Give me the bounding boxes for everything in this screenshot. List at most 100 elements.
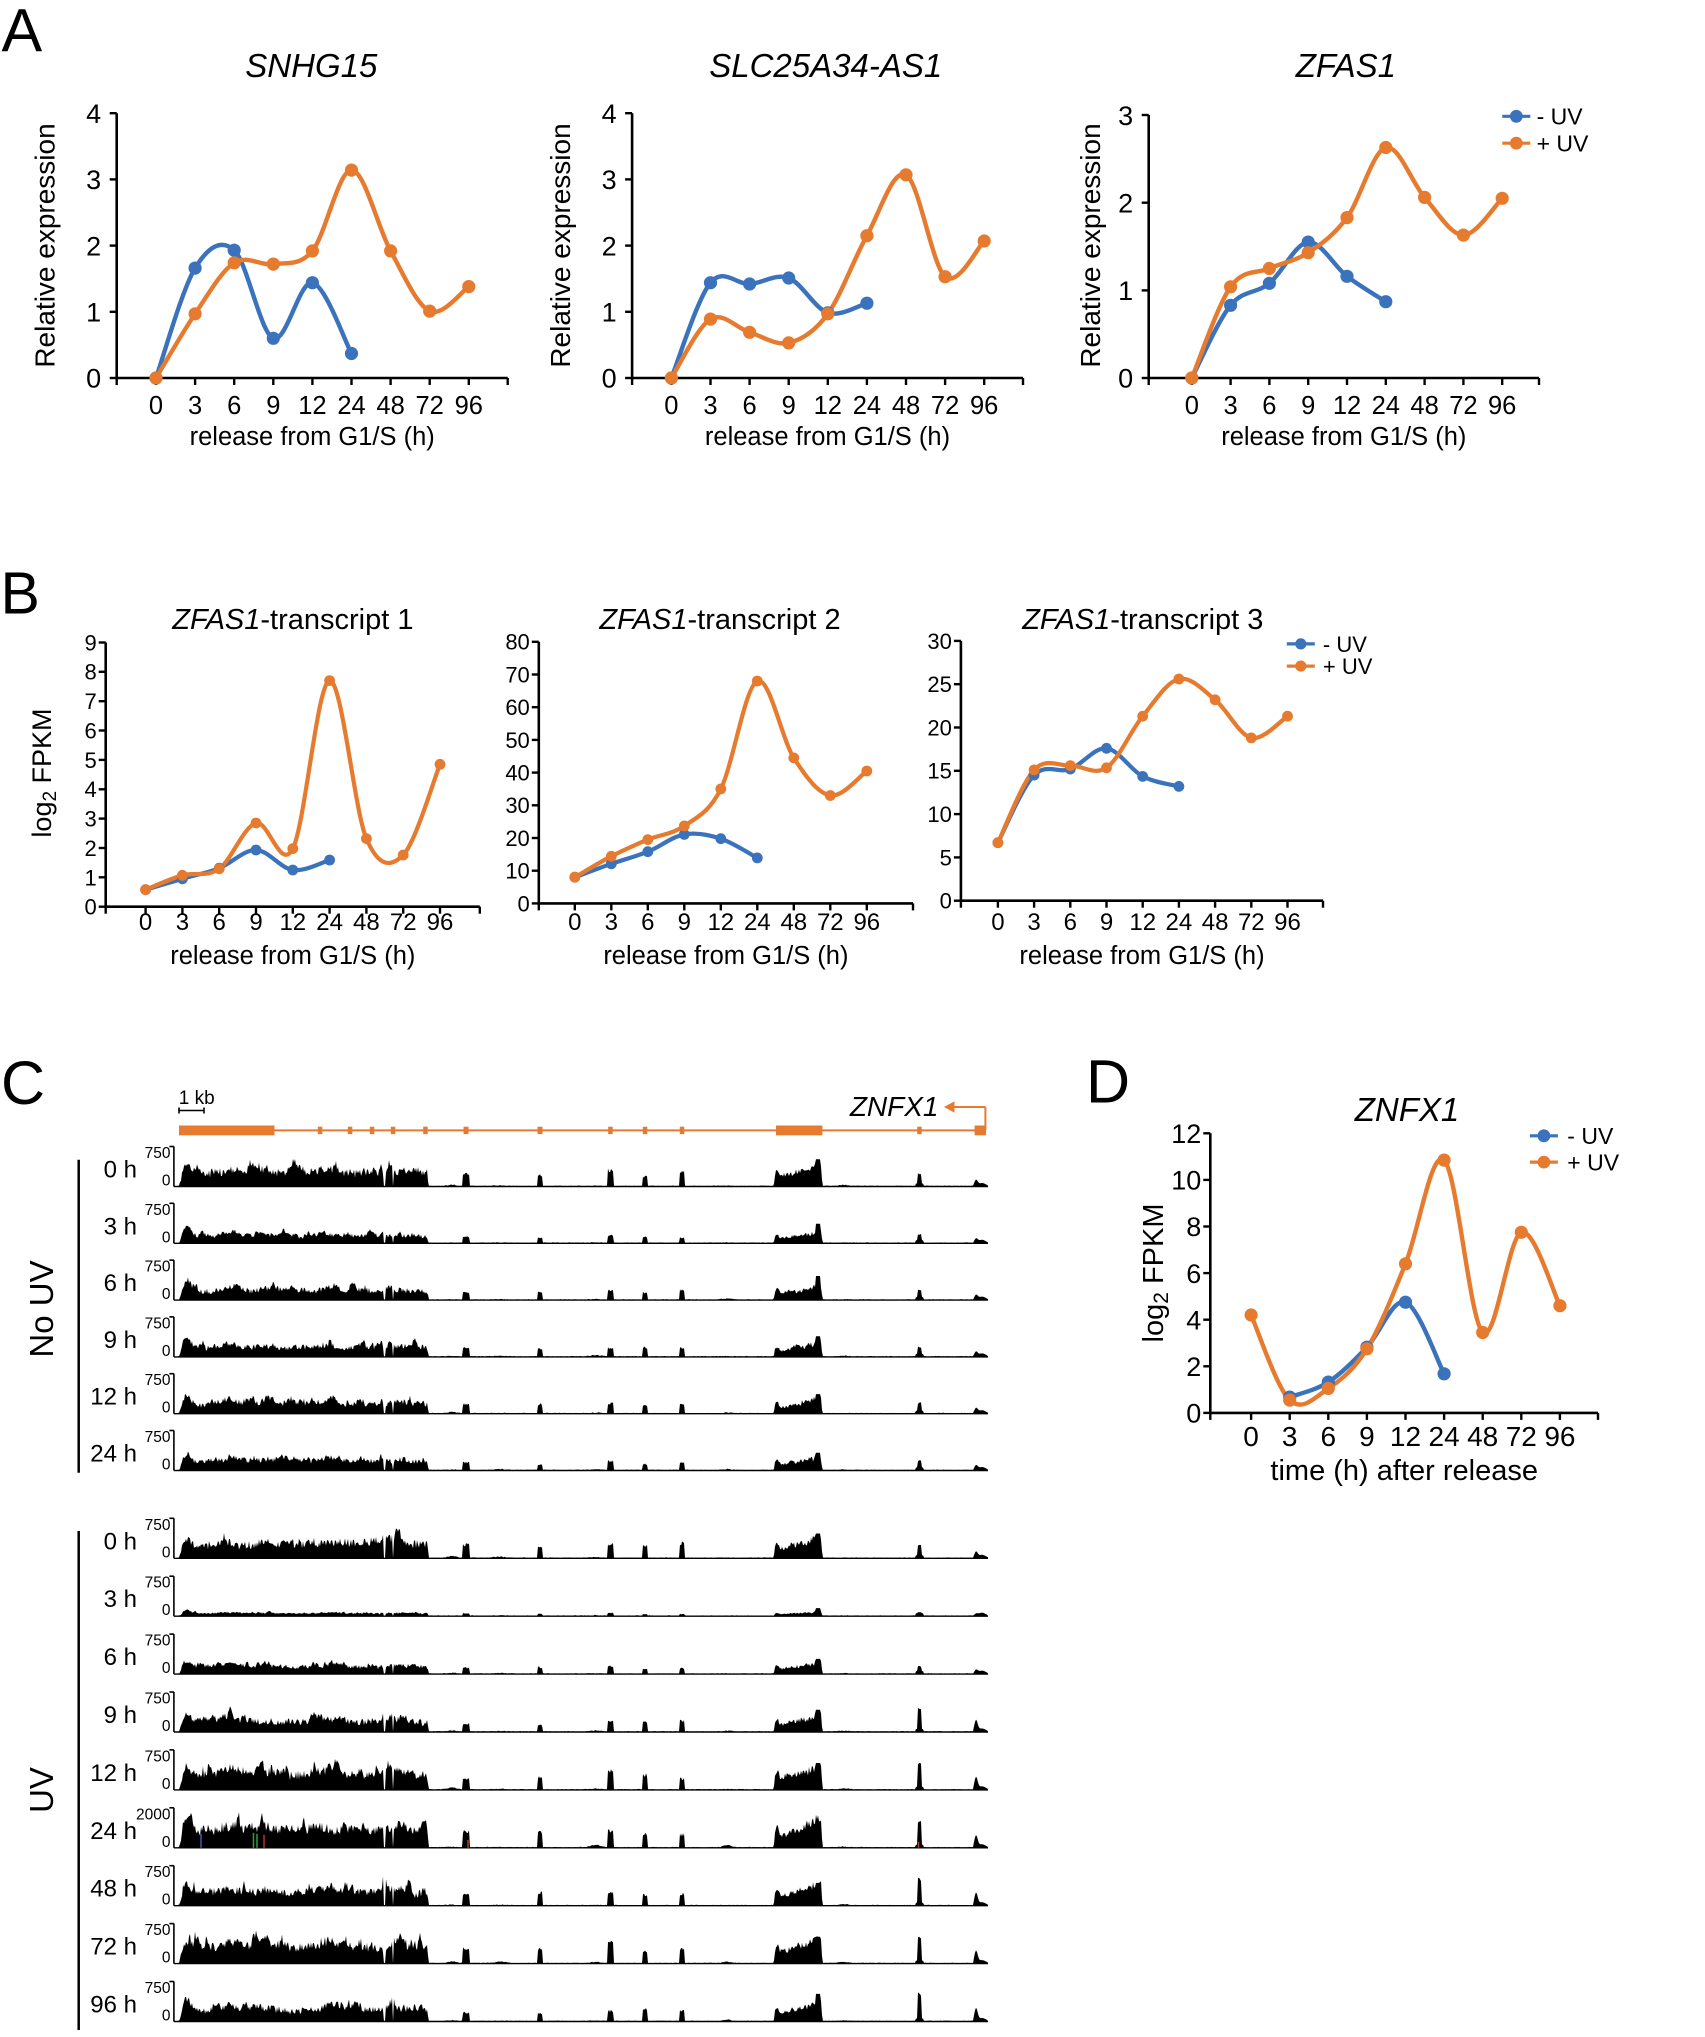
svg-text:750: 750 — [145, 1748, 171, 1765]
svg-text:6: 6 — [1186, 1259, 1201, 1289]
svg-text:12 h: 12 h — [90, 1384, 137, 1411]
svg-text:0: 0 — [940, 889, 952, 914]
svg-text:750: 750 — [145, 1517, 171, 1534]
svg-text:0: 0 — [162, 1602, 171, 1619]
svg-text:0 h: 0 h — [104, 1157, 137, 1184]
svg-text:24: 24 — [316, 909, 343, 936]
svg-text:750: 750 — [145, 1145, 171, 1162]
svg-text:4: 4 — [84, 777, 96, 802]
svg-text:4: 4 — [86, 99, 101, 129]
svg-text:3: 3 — [1282, 1421, 1298, 1452]
svg-text:40: 40 — [505, 761, 529, 786]
svg-text:96: 96 — [427, 909, 454, 936]
svg-text:3: 3 — [176, 909, 189, 936]
svg-text:96: 96 — [1274, 909, 1301, 936]
svg-text:0: 0 — [162, 1660, 171, 1677]
svg-text:D: D — [1086, 1047, 1130, 1115]
svg-text:0: 0 — [162, 1892, 171, 1909]
svg-text:3: 3 — [1027, 909, 1040, 936]
svg-text:24: 24 — [853, 392, 881, 420]
svg-text:48: 48 — [780, 909, 807, 936]
svg-text:12: 12 — [1333, 392, 1361, 420]
svg-text:24: 24 — [337, 392, 365, 420]
svg-text:750: 750 — [145, 1633, 171, 1650]
svg-text:12: 12 — [1129, 909, 1156, 936]
svg-text:9: 9 — [678, 909, 691, 936]
svg-text:9: 9 — [1359, 1421, 1375, 1452]
svg-text:+ UV: + UV — [1537, 131, 1589, 157]
svg-text:750: 750 — [145, 1315, 171, 1332]
svg-text:3: 3 — [1118, 101, 1133, 131]
svg-text:96: 96 — [1544, 1421, 1575, 1452]
svg-text:+ UV: + UV — [1567, 1149, 1619, 1175]
svg-text:0: 0 — [602, 364, 617, 394]
svg-text:0: 0 — [162, 1286, 171, 1303]
svg-text:24: 24 — [1372, 392, 1400, 420]
svg-text:80: 80 — [505, 630, 529, 655]
svg-text:release from G1/S (h): release from G1/S (h) — [603, 942, 848, 970]
svg-text:9: 9 — [84, 630, 96, 655]
svg-text:30: 30 — [505, 793, 529, 818]
svg-text:750: 750 — [145, 1202, 171, 1219]
svg-text:10: 10 — [927, 802, 951, 827]
svg-text:2: 2 — [84, 836, 96, 861]
svg-text:96: 96 — [970, 392, 998, 420]
svg-text:9: 9 — [1301, 392, 1315, 420]
svg-text:48 h: 48 h — [90, 1876, 137, 1903]
svg-text:15: 15 — [927, 759, 951, 784]
svg-text:0: 0 — [162, 1776, 171, 1793]
svg-text:6 h: 6 h — [104, 1644, 137, 1671]
svg-text:60: 60 — [505, 695, 529, 720]
svg-text:10: 10 — [505, 859, 529, 884]
svg-text:Relative expression: Relative expression — [1075, 123, 1106, 367]
svg-text:750: 750 — [145, 1864, 171, 1881]
svg-text:12: 12 — [1390, 1421, 1421, 1452]
svg-text:0: 0 — [162, 1229, 171, 1246]
svg-text:48: 48 — [1202, 909, 1229, 936]
svg-text:release from G1/S (h): release from G1/S (h) — [1221, 423, 1466, 451]
svg-text:0: 0 — [664, 392, 678, 420]
svg-text:3: 3 — [1224, 392, 1238, 420]
svg-text:0: 0 — [162, 1173, 171, 1190]
svg-text:9: 9 — [249, 909, 262, 936]
svg-text:- UV: - UV — [1323, 632, 1367, 657]
svg-text:0: 0 — [162, 1950, 171, 1967]
svg-text:A: A — [2, 0, 43, 65]
svg-text:Relative expression: Relative expression — [545, 123, 576, 367]
svg-text:No UV: No UV — [23, 1260, 60, 1357]
svg-text:3: 3 — [86, 165, 101, 195]
svg-text:9 h: 9 h — [104, 1702, 137, 1729]
svg-text:3: 3 — [605, 909, 618, 936]
svg-text:96: 96 — [455, 392, 483, 420]
svg-text:5: 5 — [940, 845, 952, 870]
svg-text:24: 24 — [1429, 1421, 1460, 1452]
svg-text:6: 6 — [641, 909, 654, 936]
svg-text:time (h) after release: time (h) after release — [1270, 1455, 1538, 1487]
svg-text:SLC25A34-AS1: SLC25A34-AS1 — [709, 47, 942, 84]
svg-text:6: 6 — [213, 909, 226, 936]
svg-text:12: 12 — [1171, 1119, 1201, 1149]
svg-text:50: 50 — [505, 728, 529, 753]
svg-text:0: 0 — [1118, 364, 1133, 394]
svg-text:0: 0 — [568, 909, 581, 936]
svg-text:ZFAS1-transcript 2: ZFAS1-transcript 2 — [598, 604, 840, 636]
svg-text:72: 72 — [390, 909, 417, 936]
svg-text:ZFAS1-transcript 3: ZFAS1-transcript 3 — [1021, 604, 1263, 636]
svg-text:5: 5 — [84, 748, 96, 773]
svg-text:20: 20 — [505, 826, 529, 851]
svg-text:72: 72 — [1238, 909, 1265, 936]
svg-text:9: 9 — [782, 392, 796, 420]
svg-text:3: 3 — [188, 392, 202, 420]
svg-text:release from G1/S (h): release from G1/S (h) — [170, 942, 415, 970]
svg-text:2: 2 — [602, 231, 617, 261]
svg-text:0: 0 — [162, 1834, 171, 1851]
svg-text:9 h: 9 h — [104, 1327, 137, 1354]
svg-text:30: 30 — [927, 629, 951, 654]
svg-text:0: 0 — [149, 392, 163, 420]
svg-text:96 h: 96 h — [90, 1992, 137, 2019]
svg-text:SNHG15: SNHG15 — [245, 47, 378, 84]
svg-text:48: 48 — [353, 909, 380, 936]
svg-text:750: 750 — [145, 1691, 171, 1708]
svg-text:25: 25 — [927, 672, 951, 697]
svg-text:6: 6 — [743, 392, 757, 420]
